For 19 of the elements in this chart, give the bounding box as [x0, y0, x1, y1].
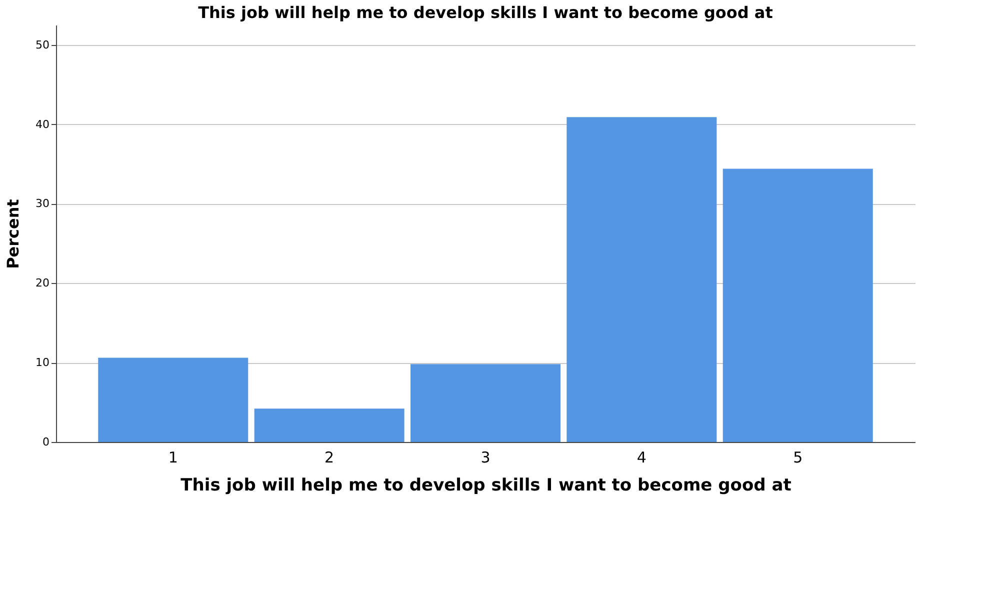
y-axis-title: Percent	[4, 198, 23, 269]
x-tick-label: 5	[793, 448, 803, 466]
x-tick-label: 3	[480, 448, 490, 466]
bar	[98, 358, 248, 442]
bar	[254, 408, 404, 442]
bar	[722, 168, 873, 442]
y-tick-label: 10	[36, 356, 50, 370]
chart-title: This job will help me to develop skills I want to become good at	[198, 3, 774, 22]
y-tick-label: 40	[36, 118, 50, 131]
y-tick-label: 50	[36, 38, 50, 52]
x-tick-label: 4	[636, 448, 646, 466]
bar	[410, 364, 560, 442]
x-tick-label: 2	[324, 448, 334, 466]
y-tick-label: 20	[36, 276, 50, 290]
x-axis-title: This job will help me to develop skills I want to become good at	[180, 476, 792, 496]
y-tick-label: 0	[42, 436, 50, 448]
y-tick-label: 30	[36, 197, 50, 210]
bar	[566, 117, 717, 442]
x-tick-label: 1	[168, 448, 178, 466]
